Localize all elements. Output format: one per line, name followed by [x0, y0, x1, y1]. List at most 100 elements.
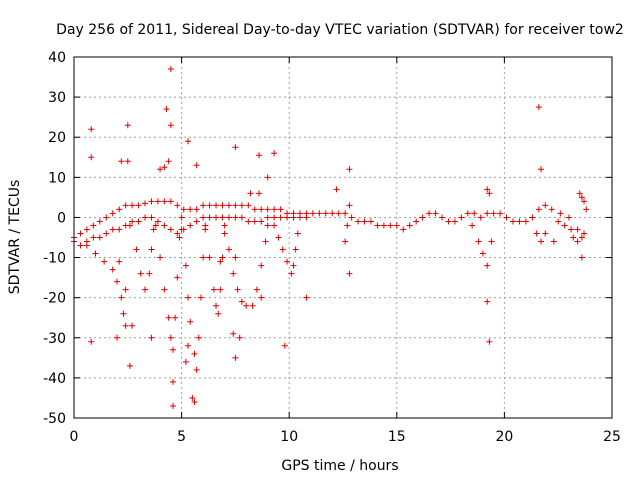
data-point — [535, 104, 542, 111]
data-point — [529, 214, 536, 221]
data-point — [161, 164, 168, 171]
data-point — [264, 214, 271, 221]
data-point — [210, 286, 217, 293]
data-point — [202, 222, 209, 229]
x-tick-label: 25 — [603, 429, 621, 445]
data-point — [116, 226, 123, 233]
data-point — [537, 166, 544, 173]
data-point — [522, 218, 529, 225]
data-point — [152, 222, 159, 229]
data-point — [135, 202, 142, 209]
data-point — [126, 222, 133, 229]
data-point — [484, 262, 491, 269]
data-point — [96, 234, 103, 241]
data-point — [124, 122, 131, 129]
data-point — [277, 206, 284, 213]
data-point — [578, 254, 585, 261]
data-point — [458, 214, 465, 221]
data-point — [583, 206, 590, 213]
series-excursion-8h — [221, 222, 271, 309]
data-point — [161, 222, 168, 229]
data-point — [167, 66, 174, 73]
data-point — [142, 286, 149, 293]
data-point — [213, 302, 220, 309]
data-point — [206, 254, 213, 261]
data-point — [217, 286, 224, 293]
data-point — [303, 214, 310, 221]
data-point — [142, 214, 149, 221]
data-point — [548, 206, 555, 213]
data-point — [469, 222, 476, 229]
grid-lines — [74, 57, 612, 418]
y-tick-label: 30 — [48, 90, 66, 106]
data-point — [264, 206, 271, 213]
data-point — [178, 226, 185, 233]
x-tick-label: 5 — [177, 429, 186, 445]
data-point — [154, 198, 161, 205]
data-point — [329, 210, 336, 217]
data-point — [419, 214, 426, 221]
data-point — [122, 202, 129, 209]
data-point — [238, 214, 245, 221]
data-point — [193, 206, 200, 213]
data-point — [281, 342, 288, 349]
data-point — [426, 210, 433, 217]
data-point — [279, 246, 286, 253]
data-point — [165, 314, 172, 321]
data-point — [178, 214, 185, 221]
y-tick-label: -50 — [43, 411, 66, 427]
data-point — [413, 218, 420, 225]
x-axis-title: GPS time / hours — [281, 458, 398, 474]
data-point — [277, 214, 284, 221]
data-point — [275, 234, 282, 241]
data-point — [234, 286, 241, 293]
data-point — [150, 226, 157, 233]
data-point — [574, 226, 581, 233]
data-point — [167, 198, 174, 205]
y-tick-label: -40 — [43, 371, 66, 387]
data-point — [550, 238, 557, 245]
x-tick-label: 15 — [388, 429, 406, 445]
series-excursion-10h — [271, 222, 301, 277]
data-point — [557, 210, 564, 217]
data-point — [163, 106, 170, 113]
data-point — [83, 242, 90, 249]
data-point — [258, 262, 265, 269]
data-point — [490, 210, 497, 217]
data-point — [109, 210, 116, 217]
data-point — [484, 298, 491, 305]
data-points — [71, 66, 590, 409]
data-point — [185, 342, 192, 349]
data-point — [256, 190, 263, 197]
y-tick-label: -30 — [43, 331, 66, 347]
data-point — [122, 286, 129, 293]
y-tick-label: -20 — [43, 291, 66, 307]
series-excursion-5-5h — [178, 226, 209, 373]
data-point — [471, 210, 478, 217]
data-point — [148, 246, 155, 253]
data-point — [148, 334, 155, 341]
data-point — [230, 330, 237, 337]
data-point — [516, 218, 523, 225]
data-point — [109, 226, 116, 233]
data-point — [271, 214, 278, 221]
data-point — [236, 334, 243, 341]
data-point — [96, 218, 103, 225]
data-point — [232, 214, 239, 221]
data-point — [294, 230, 301, 237]
data-point — [161, 198, 168, 205]
data-point — [232, 254, 239, 261]
y-tick-labels: 40 30 20 10 0 -10 -20 -30 -40 -50 — [43, 50, 66, 427]
data-point — [238, 202, 245, 209]
data-point — [486, 190, 493, 197]
data-point — [172, 314, 179, 321]
data-point — [258, 218, 265, 225]
data-point — [135, 218, 142, 225]
data-point — [129, 322, 136, 329]
data-point — [348, 214, 355, 221]
data-point — [537, 238, 544, 245]
data-point — [322, 210, 329, 217]
data-point — [122, 322, 129, 329]
data-point — [124, 158, 131, 165]
